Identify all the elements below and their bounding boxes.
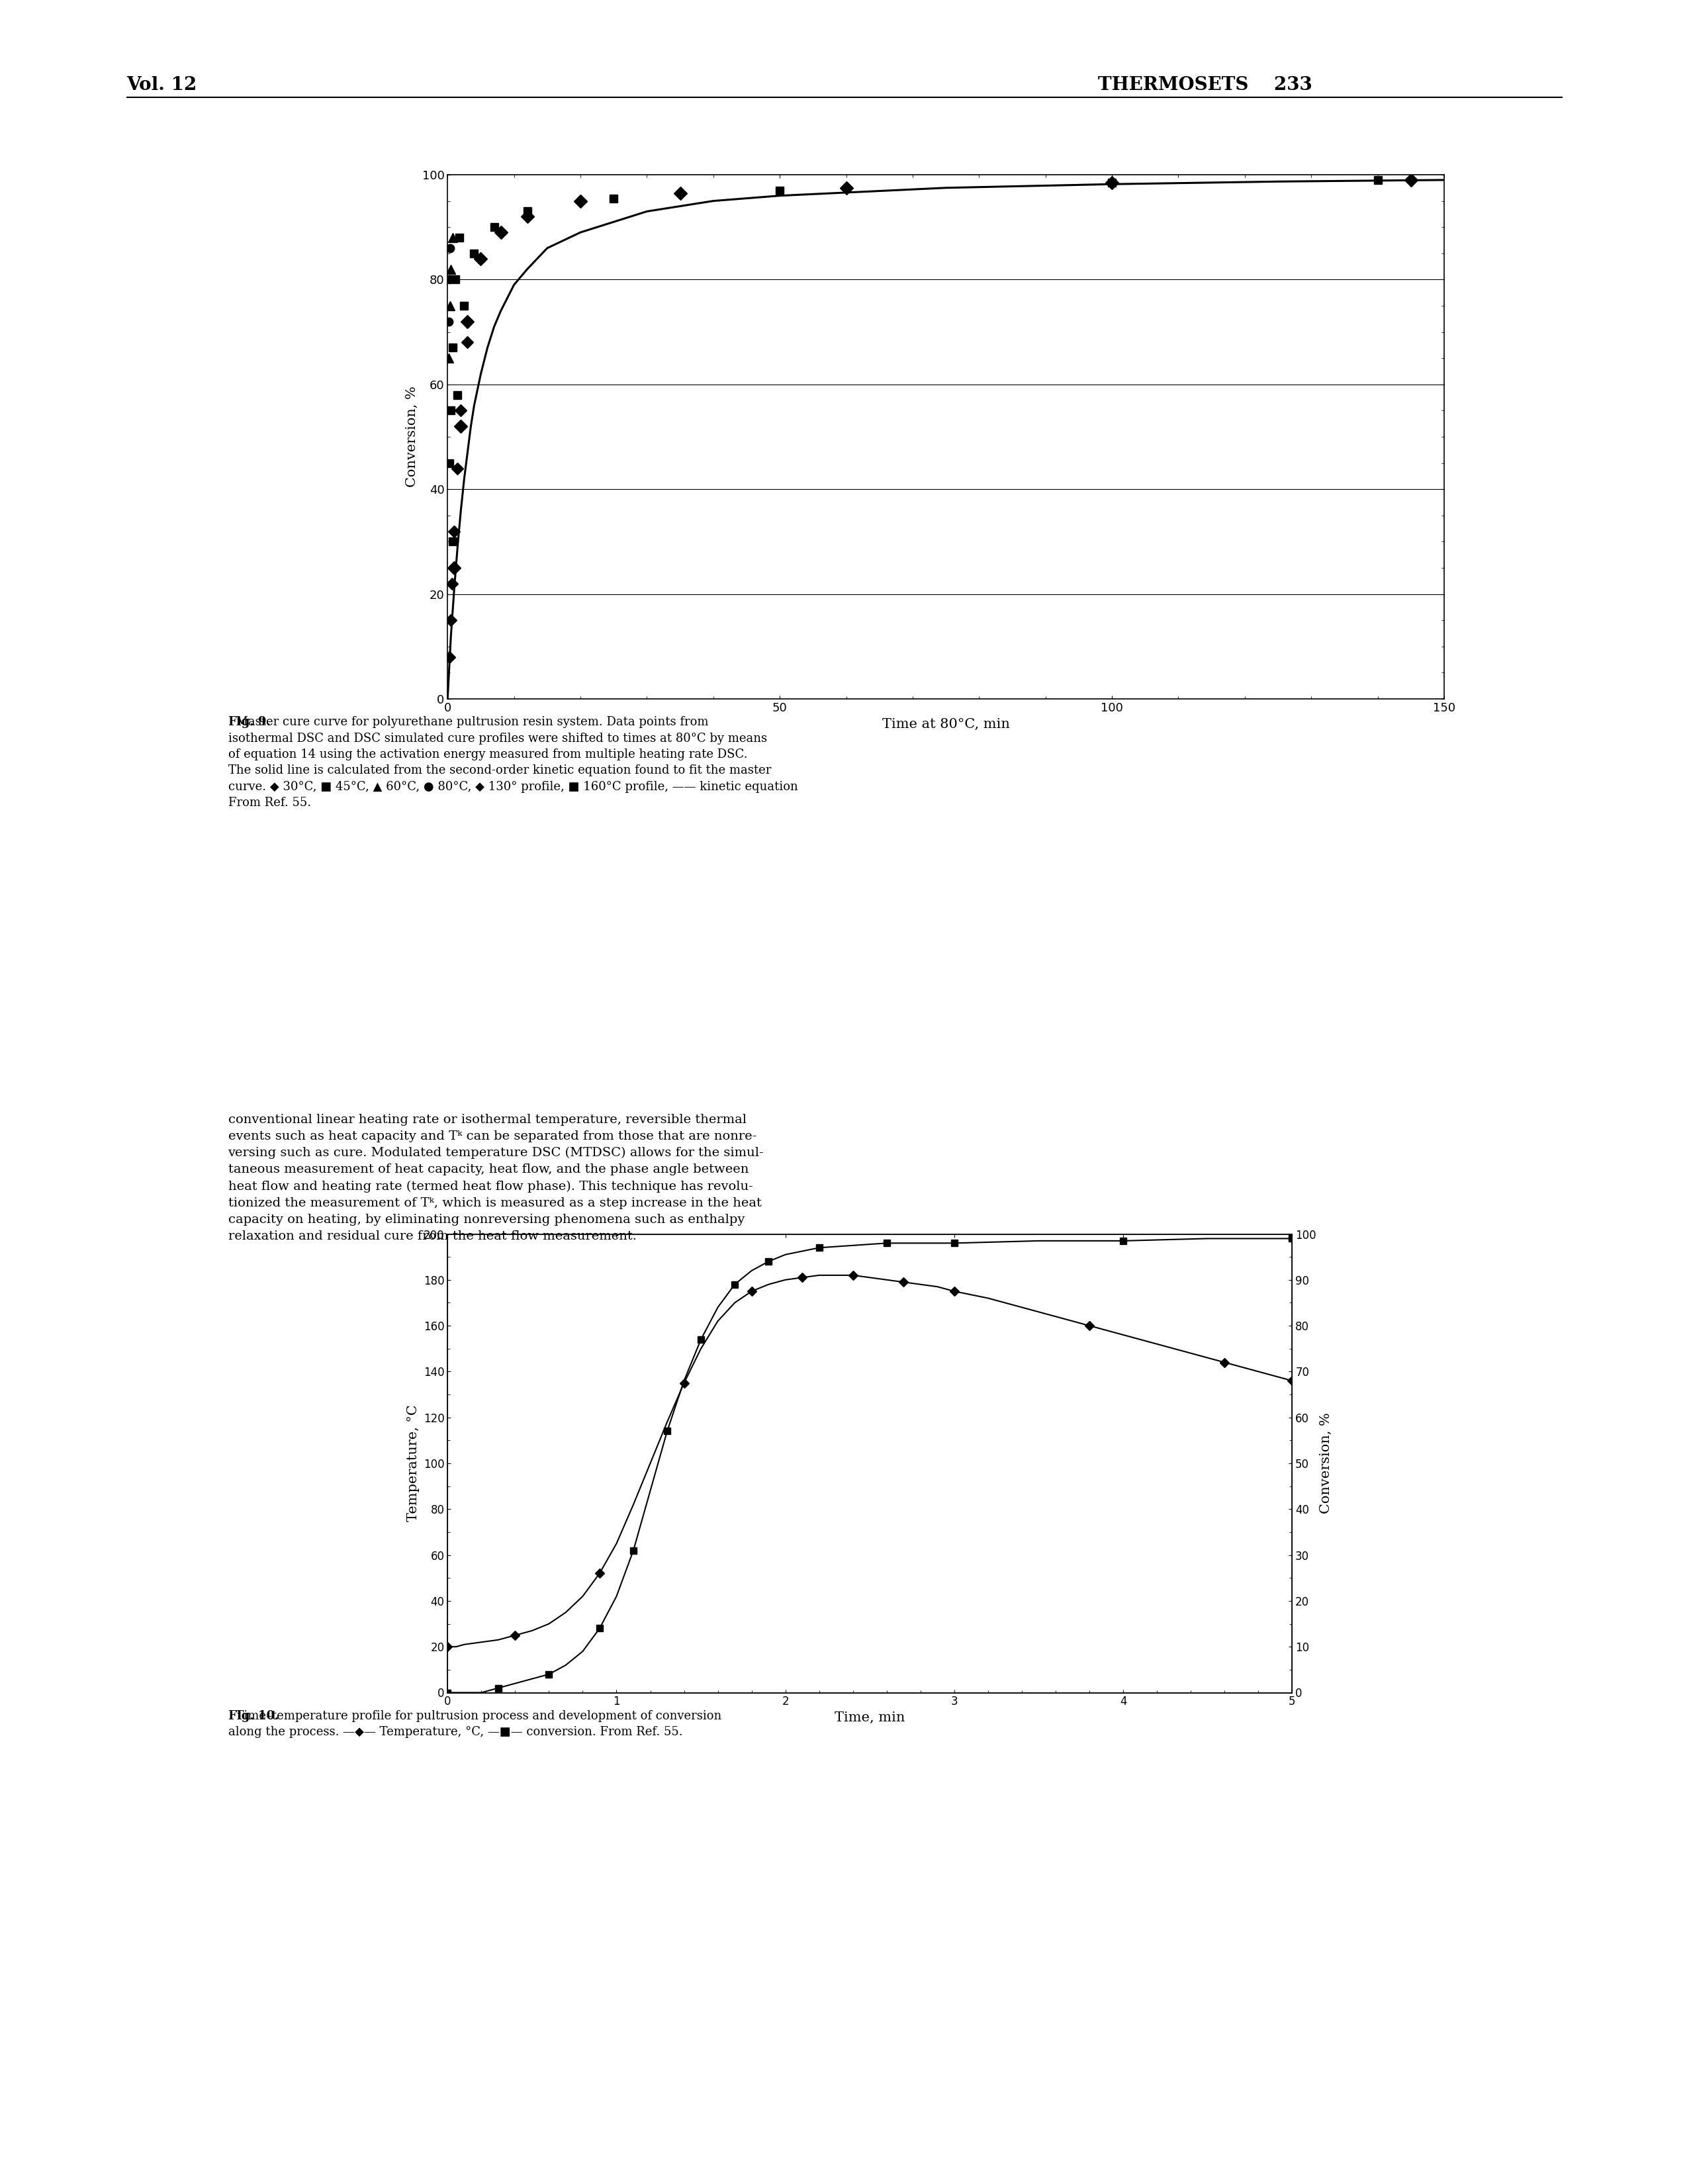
Text: Fig. 10.: Fig. 10. [228, 1710, 279, 1721]
Y-axis label: Conversion, %: Conversion, % [405, 387, 419, 487]
Text: conventional linear heating rate or isothermal temperature, reversible thermal
e: conventional linear heating rate or isot… [228, 1114, 763, 1243]
Text: Time–temperature profile for pultrusion process and development of conversion
al: Time–temperature profile for pultrusion … [228, 1710, 721, 1738]
Text: Vol. 12: Vol. 12 [127, 76, 198, 94]
X-axis label: Time, min: Time, min [834, 1712, 905, 1723]
X-axis label: Time at 80°C, min: Time at 80°C, min [882, 719, 1010, 729]
Text: Master cure curve for polyurethane pultrusion resin system. Data points from
iso: Master cure curve for polyurethane pultr… [228, 716, 797, 808]
Text: Fig. 9.: Fig. 9. [228, 716, 270, 727]
Y-axis label: Temperature, °C: Temperature, °C [407, 1404, 419, 1522]
Text: THERMOSETS    233: THERMOSETS 233 [1098, 76, 1312, 94]
Y-axis label: Conversion, %: Conversion, % [1319, 1413, 1333, 1514]
